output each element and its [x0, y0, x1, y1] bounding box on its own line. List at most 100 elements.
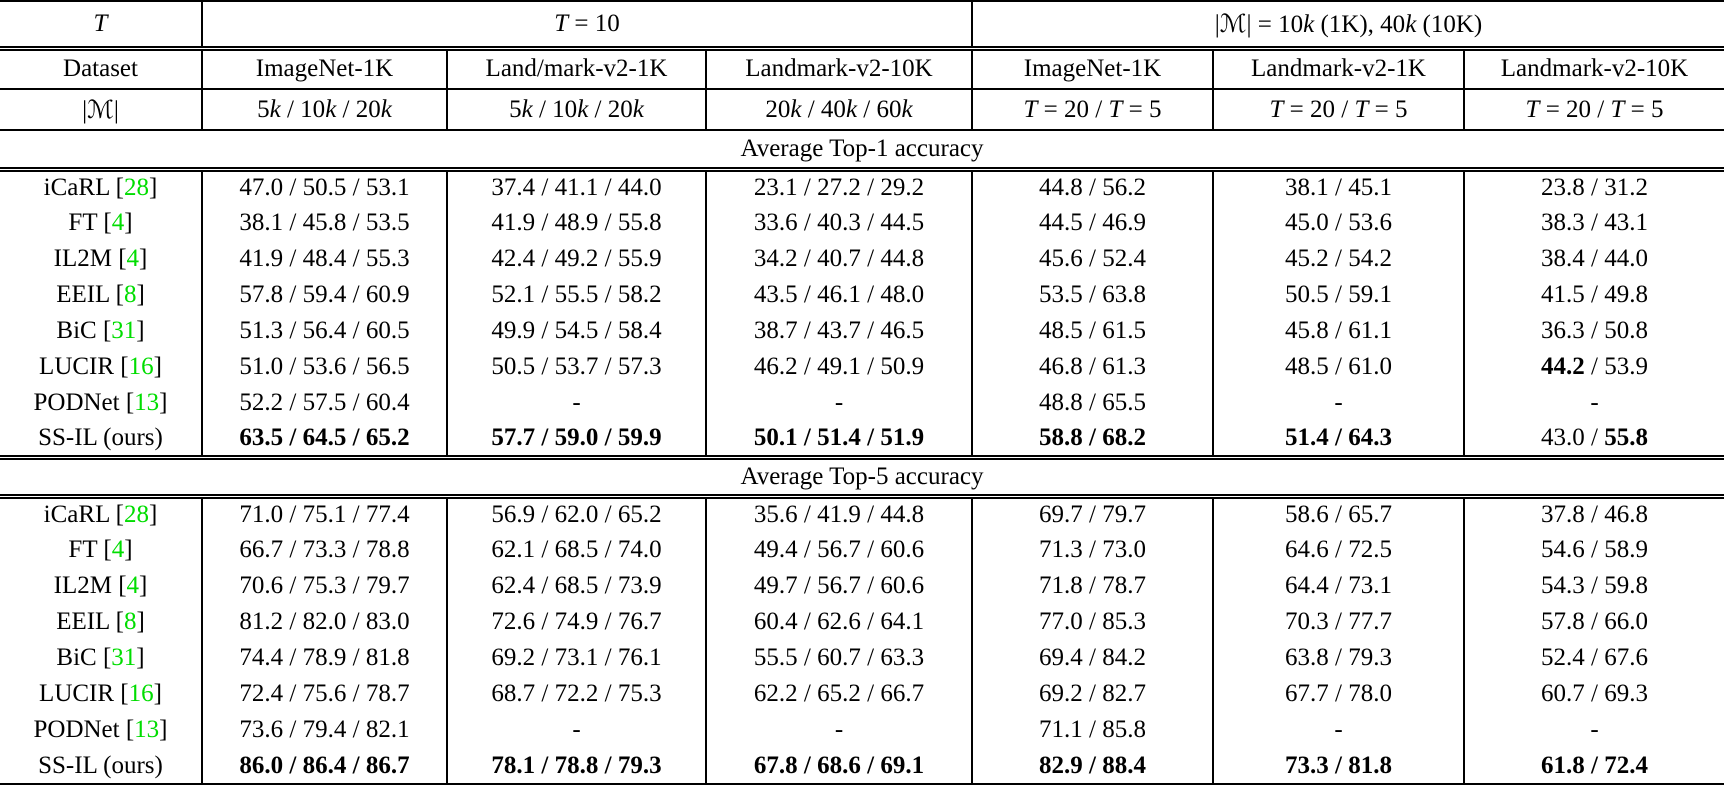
text-segment: / 60 [857, 95, 902, 123]
method-label: BiC [56, 317, 97, 344]
method-cell: PODNet [13] [0, 712, 202, 748]
text-segment: 46.2 / 49.1 / 50.9 [753, 353, 925, 380]
value-cell: 58.8 / 68.2 [971, 421, 1213, 460]
table-row: LUCIR [16] 72.4 / 75.6 / 78.7 68.7 / 72.2 … [0, 676, 1724, 712]
value-cell: 71.3 / 73.0 [971, 532, 1213, 568]
text-segment: 57.8 / 66.0 [1541, 608, 1648, 635]
value-cell: 49.9 / 54.5 / 58.4 [446, 313, 706, 349]
method-label: IL2M [53, 245, 112, 272]
method-label: BiC [56, 644, 97, 671]
text-segment: 71.8 / 78.7 [1039, 572, 1146, 599]
value-cell: 53.5 / 63.8 [971, 277, 1213, 313]
text-segment: 23.1 / 27.2 / 29.2 [753, 174, 925, 202]
value-cell: 44.5 / 46.9 [971, 205, 1213, 241]
text-segment: 57.7 / 59.0 / 59.9 [491, 423, 662, 451]
value-cell: 57.8 / 66.0 [1462, 604, 1724, 640]
method-cell: LUCIR [16] [0, 349, 202, 385]
citation-link[interactable]: 31 [111, 644, 137, 671]
dataset-header-cell: Landmark-v2-10K [705, 48, 972, 90]
value-cell: 43.0 / 55.8 [1462, 421, 1724, 460]
method-label: SS-IL (ours) [38, 751, 163, 779]
citation-link[interactable]: 4 [111, 209, 125, 236]
citation-link[interactable]: 28 [124, 174, 149, 202]
memory-header-cell: T = 20 / T = 5 [1462, 89, 1724, 131]
text-segment: 64.4 / 73.1 [1285, 572, 1392, 599]
citation-link[interactable]: 13 [134, 389, 160, 416]
text-segment: 62.2 / 65.2 / 66.7 [753, 680, 925, 707]
value-cell: 23.8 / 31.2 [1462, 169, 1724, 205]
memory-header-cell: 20k / 40k / 60k [705, 89, 972, 131]
table-row: PODNet [13] 52.2 / 57.5 / 60.4 - - 48.8 / 65… [0, 385, 1724, 421]
memory-header-cell: |ℳ| [0, 89, 202, 131]
value-cell: 63.5 / 64.5 / 65.2 [201, 421, 447, 460]
table-row: LUCIR [16] 51.0 / 53.6 / 56.5 50.5 / 53.7 … [0, 349, 1724, 385]
citation-link[interactable]: 31 [111, 317, 137, 344]
text-segment: T [1354, 95, 1369, 123]
citation-link[interactable]: 13 [134, 716, 160, 743]
text-segment: 86.0 / 86.4 / 86.7 [239, 751, 410, 779]
method-cell: BiC [31] [0, 640, 202, 676]
text-segment: = 20 / [1283, 95, 1355, 123]
text-segment: 5 [257, 95, 270, 123]
text-segment: - [572, 716, 581, 743]
text-segment: Landmark-v2-1K [1251, 55, 1426, 83]
value-cell: 45.0 / 53.6 [1212, 205, 1464, 241]
text-segment: 62.4 / 68.5 / 73.9 [491, 572, 662, 599]
table-row: EEIL [8] 57.8 / 59.4 / 60.9 52.1 / 55.5 / … [0, 277, 1724, 313]
text-segment: 38.1 / 45.1 [1285, 174, 1392, 202]
memory-header-cell: T = 20 / T = 5 [1212, 89, 1464, 131]
citation-link[interactable]: 4 [111, 536, 125, 563]
text-segment: T [1108, 95, 1123, 123]
value-cell: 50.1 / 51.4 / 51.9 [705, 421, 972, 460]
value-cell: 72.4 / 75.6 / 78.7 [201, 676, 447, 712]
section-title: Average Top-1 accuracy [0, 130, 1724, 172]
citation-link[interactable]: 4 [126, 245, 140, 272]
value-cell: 43.5 / 46.1 / 48.0 [705, 277, 972, 313]
text-segment: 20 [765, 95, 791, 123]
citation-link[interactable]: 16 [128, 680, 154, 707]
value-cell: 44.2 / 53.9 [1462, 349, 1724, 385]
text-segment: 60.7 / 69.3 [1541, 680, 1648, 707]
value-cell: 35.6 / 41.9 / 44.8 [705, 496, 972, 532]
citation-link[interactable]: 16 [128, 353, 154, 380]
text-segment: 37.4 / 41.1 / 44.0 [491, 174, 662, 202]
value-cell: 54.6 / 58.9 [1462, 532, 1724, 568]
text-segment: 54.3 / 59.8 [1541, 572, 1648, 599]
citation-bracket: ] [124, 209, 133, 236]
value-cell: 38.1 / 45.8 / 53.5 [201, 205, 447, 241]
value-cell: - [705, 385, 972, 421]
citation-link[interactable]: 28 [124, 501, 149, 529]
table-row: FT [4] 38.1 / 45.8 / 53.5 41.9 / 48.9 / 55… [0, 205, 1724, 241]
section-title: Average Top-5 accuracy [0, 454, 1724, 499]
citation-link[interactable]: 8 [123, 608, 137, 635]
text-segment: 41.9 / 48.9 / 55.8 [491, 209, 662, 236]
table-row: BiC [31] 74.4 / 78.9 / 81.8 69.2 / 73.1 / … [0, 640, 1724, 676]
method-cell: SS-IL (ours) [0, 748, 202, 784]
citation-link[interactable]: 4 [126, 572, 140, 599]
table-row: BiC [31] 51.3 / 56.4 / 60.5 49.9 / 54.5 / … [0, 313, 1724, 349]
text-segment: 50.5 / 53.7 / 57.3 [491, 353, 662, 380]
value-cell: 57.7 / 59.0 / 59.9 [446, 421, 706, 460]
text-segment: 45.0 / 53.6 [1285, 209, 1392, 236]
value-cell: 70.6 / 75.3 / 79.7 [201, 568, 447, 604]
text-segment: 41.5 / 49.8 [1541, 281, 1648, 308]
text-segment: T [1525, 95, 1540, 123]
text-segment: 50.1 / 51.4 / 51.9 [753, 423, 925, 451]
text-segment: T [1610, 95, 1625, 123]
text-segment: 37.8 / 46.8 [1541, 501, 1648, 529]
value-cell: 38.4 / 44.0 [1462, 241, 1724, 277]
text-segment: k [325, 95, 337, 123]
text-segment: 78.1 / 78.8 / 79.3 [491, 751, 662, 779]
method-label: FT [68, 209, 98, 236]
text-segment: k [901, 95, 913, 123]
method-label: EEIL [56, 608, 110, 635]
citation-link[interactable]: 8 [123, 281, 137, 308]
citation-bracket: ] [149, 501, 158, 529]
value-cell: 49.4 / 56.7 / 60.6 [705, 532, 972, 568]
text-segment: 67.7 / 78.0 [1285, 680, 1392, 707]
citation-bracket: ] [136, 281, 145, 308]
section-title-row: Average Top-1 accuracy [0, 130, 1724, 172]
value-cell: 69.4 / 84.2 [971, 640, 1213, 676]
value-cell: 58.6 / 65.7 [1212, 496, 1464, 532]
text-segment: 34.2 / 40.7 / 44.8 [753, 245, 925, 272]
